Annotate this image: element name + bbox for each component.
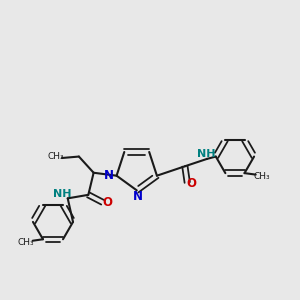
Text: O: O xyxy=(186,177,197,190)
Text: N: N xyxy=(104,169,114,182)
Text: CH₃: CH₃ xyxy=(47,152,64,161)
Text: CH₃: CH₃ xyxy=(18,238,34,247)
Text: NH: NH xyxy=(197,148,216,159)
Text: NH: NH xyxy=(53,189,72,199)
Text: O: O xyxy=(102,196,112,209)
Text: CH₃: CH₃ xyxy=(253,172,270,181)
Text: N: N xyxy=(133,190,142,203)
